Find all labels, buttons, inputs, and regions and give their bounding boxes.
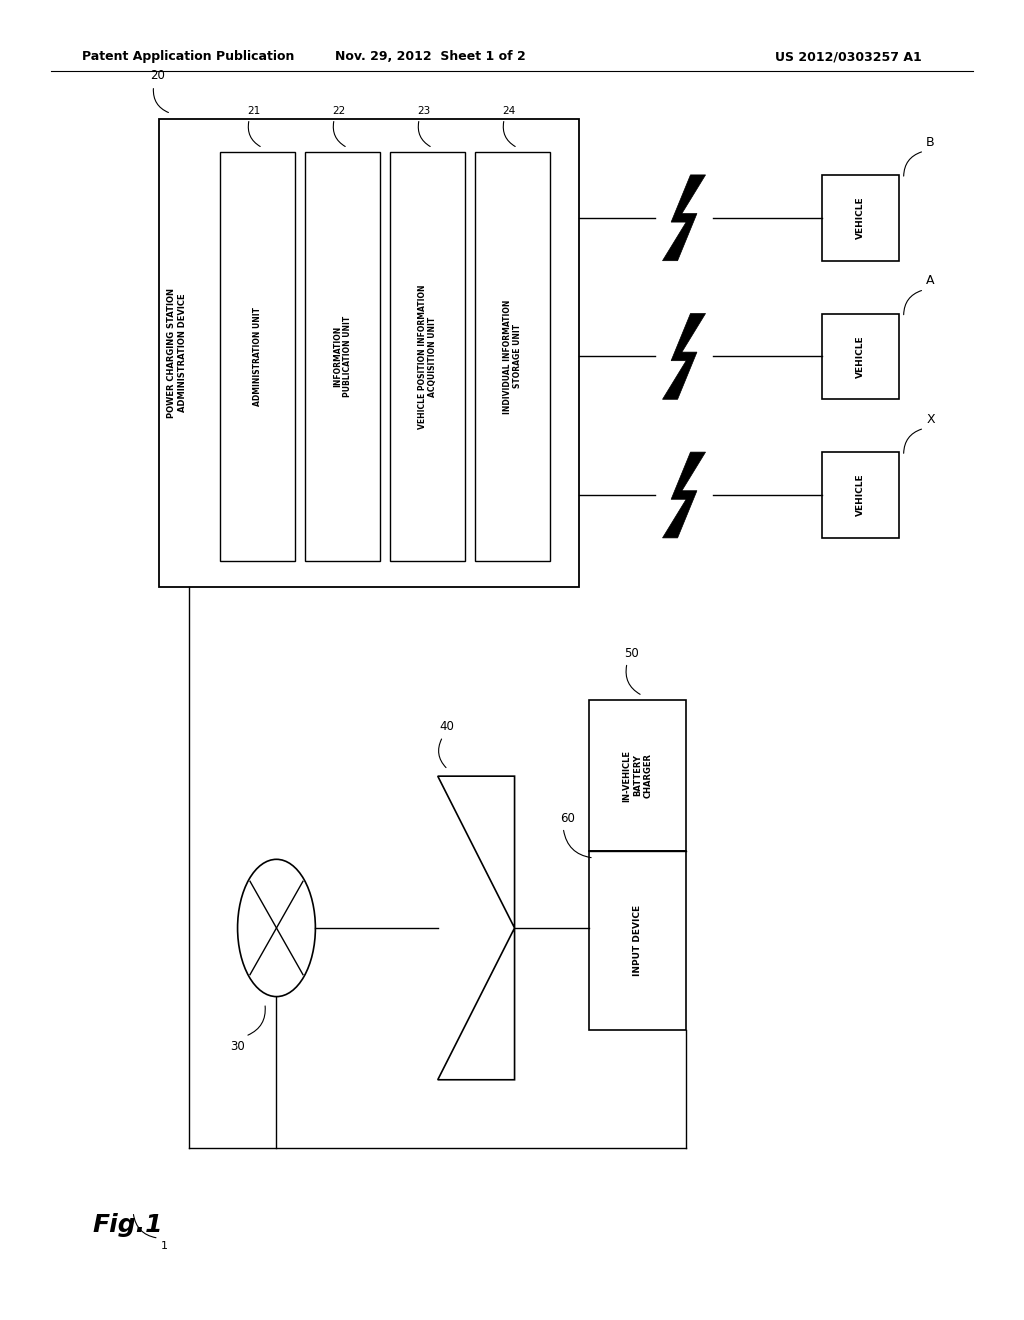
Text: VEHICLE: VEHICLE — [856, 474, 864, 516]
Polygon shape — [663, 314, 706, 399]
Text: 30: 30 — [229, 1040, 245, 1053]
Text: VEHICLE: VEHICLE — [856, 335, 864, 378]
Text: ADMINISTRATION UNIT: ADMINISTRATION UNIT — [253, 306, 262, 407]
Bar — [475, 152, 550, 561]
Bar — [305, 152, 380, 561]
Text: IN-VEHICLE
BATTERY
CHARGER: IN-VEHICLE BATTERY CHARGER — [623, 750, 652, 801]
Bar — [159, 119, 579, 587]
Text: 22: 22 — [332, 106, 345, 116]
Text: VEHICLE POSITION INFORMATION
ACQUISITION UNIT: VEHICLE POSITION INFORMATION ACQUISITION… — [418, 284, 437, 429]
Polygon shape — [663, 176, 706, 261]
Text: 1: 1 — [161, 1241, 168, 1251]
Text: 21: 21 — [248, 106, 260, 116]
Text: INFORMATION
PUBLICATION UNIT: INFORMATION PUBLICATION UNIT — [333, 315, 352, 397]
Text: 24: 24 — [503, 106, 515, 116]
Bar — [821, 451, 899, 539]
Text: B: B — [926, 136, 935, 149]
Text: 50: 50 — [624, 647, 639, 660]
Bar — [821, 314, 899, 399]
Bar — [589, 851, 686, 1030]
Text: US 2012/0303257 A1: US 2012/0303257 A1 — [775, 50, 922, 63]
Text: Patent Application Publication: Patent Application Publication — [82, 50, 294, 63]
Text: Fig.1: Fig.1 — [92, 1213, 163, 1237]
Bar — [821, 176, 899, 261]
Text: X: X — [926, 413, 935, 425]
Text: 60: 60 — [560, 812, 575, 825]
Text: INPUT DEVICE: INPUT DEVICE — [633, 906, 642, 975]
Polygon shape — [663, 451, 706, 539]
Text: INDIVIDUAL INFORMATION
STORAGE UNIT: INDIVIDUAL INFORMATION STORAGE UNIT — [503, 300, 522, 413]
Text: 40: 40 — [440, 719, 455, 733]
Bar — [390, 152, 465, 561]
Text: POWER CHARGING STATION
ADMINISTRATION DEVICE: POWER CHARGING STATION ADMINISTRATION DE… — [168, 288, 186, 418]
Text: Nov. 29, 2012  Sheet 1 of 2: Nov. 29, 2012 Sheet 1 of 2 — [335, 50, 525, 63]
Text: 20: 20 — [151, 69, 166, 82]
Bar — [589, 700, 686, 851]
Bar — [220, 152, 295, 561]
Text: VEHICLE: VEHICLE — [856, 197, 864, 239]
Text: 23: 23 — [418, 106, 430, 116]
Text: A: A — [926, 275, 935, 288]
